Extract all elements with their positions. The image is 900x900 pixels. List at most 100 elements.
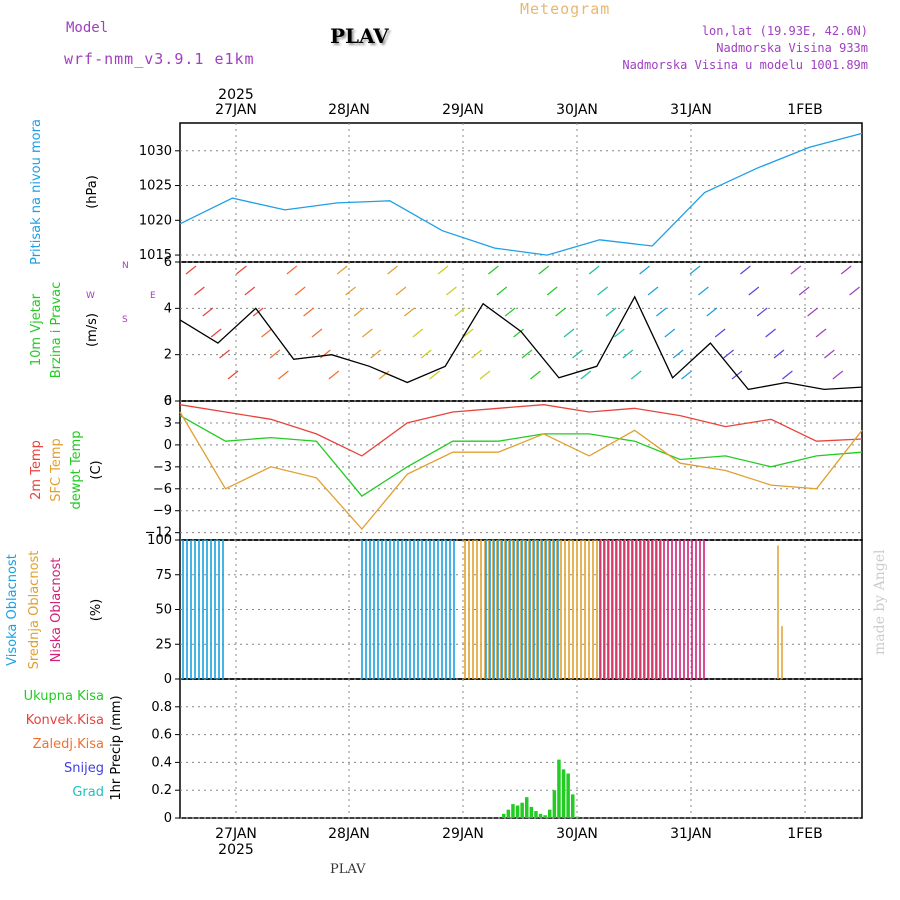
elevation-label: Nadmorska Visina 933m [716, 41, 868, 55]
wind-arrow [698, 286, 709, 296]
ytick-label: 75 [155, 568, 172, 583]
cloud-ylabel-3: Niska Oblacnost [49, 558, 64, 663]
compass-s: S [122, 315, 128, 325]
precip-bar [571, 794, 575, 818]
top-day-label: 29JAN [442, 102, 484, 118]
wind-arrow [572, 349, 583, 359]
precip-bar [520, 802, 524, 818]
precip-bar [538, 813, 543, 818]
wind-arrow [798, 286, 810, 296]
wind-arrow [194, 286, 205, 296]
pressure-line [179, 132, 863, 256]
ytick-label: −6 [153, 482, 172, 497]
precip-bar [548, 809, 552, 818]
ytick-label: 0.2 [151, 783, 172, 798]
sfc-temp-line [179, 411, 863, 530]
compass-n: N [122, 261, 129, 271]
bottom-day-label: 31JAN [670, 826, 712, 842]
wind-arrow [513, 328, 524, 338]
wind-arrow [420, 349, 432, 359]
wind-arrow [824, 349, 835, 359]
wind-arrow [496, 286, 508, 296]
ytick-label: 0.4 [151, 755, 172, 770]
wind-speed-line [179, 295, 863, 391]
wind-ylabel-2: Brzina i Pravac [49, 282, 64, 379]
wind-arrow [471, 349, 482, 359]
cloud-ylabel-1: Visoka Oblacnost [5, 554, 20, 666]
wind-arrow [488, 265, 499, 275]
ytick-label: 50 [155, 603, 172, 618]
wind-arrow [807, 307, 818, 317]
bottom-day-label: 29JAN [442, 826, 484, 842]
wind-arrow [412, 328, 424, 338]
wind-arrow [261, 328, 272, 338]
precip-legend-item: Grad [72, 785, 104, 800]
ytick-label: 2 [164, 348, 172, 363]
wind-arrow [269, 349, 281, 359]
top-day-label: 28JAN [328, 102, 370, 118]
wind-arrow [765, 328, 776, 338]
wind-arrow [404, 307, 415, 317]
bottom-day-label: 28JAN [328, 826, 370, 842]
panel-frame-t [179, 400, 863, 541]
top-day-label: 1FEB [787, 102, 822, 118]
wind-arrow [546, 286, 558, 296]
precip-legend-item: Ukupna Kisa [24, 689, 104, 704]
temp-unit: (C) [89, 460, 104, 479]
ytick-label: −12 [145, 526, 172, 541]
wind-arrow [395, 286, 407, 296]
wind-arrow [588, 265, 600, 275]
wind-arrow [294, 286, 306, 296]
ytick-label: 100 [147, 533, 172, 548]
wind-arrow [555, 307, 566, 317]
ytick-label: 0.6 [151, 728, 172, 743]
temp2m-line [179, 404, 863, 457]
wind-arrow [311, 328, 323, 338]
wind-arrow [219, 349, 230, 359]
wind-arrow [815, 328, 827, 338]
wind-arrow [773, 349, 785, 359]
bottom-day-label: 30JAN [556, 826, 598, 842]
model-value: wrf-nmm_v3.9.1 e1km [64, 50, 255, 68]
ytick-label: 1025 [139, 179, 172, 194]
ytick-label: −3 [153, 460, 172, 475]
wind-arrow [370, 349, 382, 359]
wind-arrow [387, 265, 398, 275]
wind-arrow [714, 328, 726, 338]
dewpt-line [179, 415, 863, 497]
wind-arrow [639, 265, 650, 275]
precip-bar [575, 816, 580, 818]
wind-arrow [278, 370, 289, 380]
wind-arrow [530, 370, 541, 380]
wind-arrow [437, 265, 449, 275]
wind-arrow [563, 328, 575, 338]
ytick-label: 6 [164, 394, 172, 409]
wind-arrow [320, 349, 331, 359]
precip-bar [552, 790, 557, 818]
wind-arrow [647, 286, 659, 296]
top-day-label: 30JAN [556, 102, 598, 118]
wind-arrow [614, 328, 625, 338]
wind-arrow [622, 349, 634, 359]
wind-arrow [429, 370, 440, 380]
ytick-label: 3 [164, 416, 172, 431]
wind-arrow [681, 370, 692, 380]
wind-arrow [202, 307, 214, 317]
wind-arrow [336, 265, 348, 275]
ytick-label: 6 [164, 255, 172, 270]
wind-arrow [210, 328, 222, 338]
panel-frame-pr [179, 678, 863, 819]
model-elevation-label: Nadmorska Visina u modelu 1001.89m [622, 58, 868, 72]
top-day-label: 31JAN [670, 102, 712, 118]
wind-arrow [378, 370, 390, 380]
station-title: PLAV [330, 24, 389, 48]
wind-arrow [580, 370, 592, 380]
precip-legend-item: Snijeg [64, 761, 104, 776]
ytick-label: 0.8 [151, 700, 172, 715]
top-year-label: 2025 [218, 87, 254, 103]
footer-station: PLAV [330, 862, 366, 877]
wind-arrow [244, 286, 256, 296]
wind-arrow [672, 349, 684, 359]
precip-bar [502, 813, 506, 818]
